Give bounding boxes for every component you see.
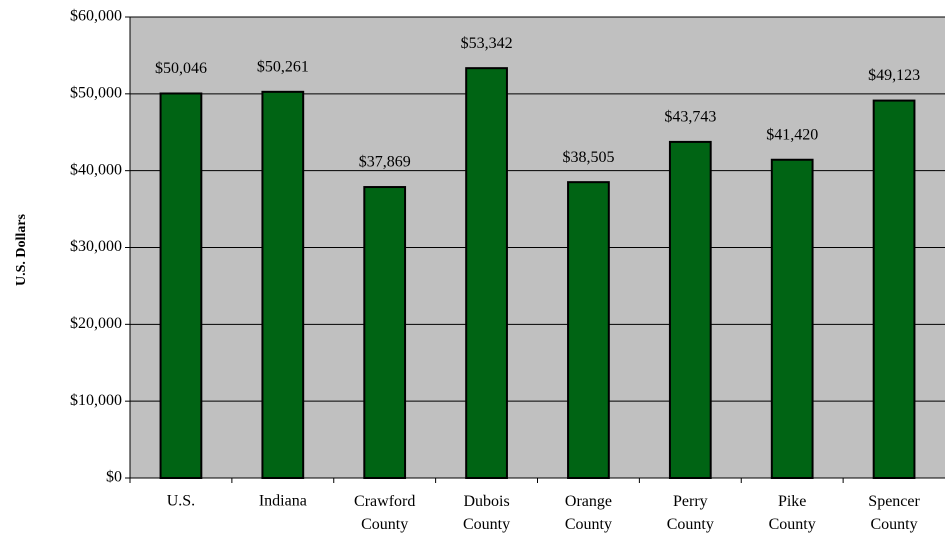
y-tick-label: $30,000	[70, 238, 122, 255]
bar	[261, 90, 305, 480]
y-tick-label: $40,000	[70, 161, 122, 178]
bar	[668, 140, 712, 479]
bar	[465, 67, 508, 479]
x-tick-label: Indiana	[259, 493, 307, 510]
data-label: $53,342	[461, 35, 513, 52]
data-label: $41,420	[766, 126, 818, 143]
y-tick-label: $10,000	[70, 392, 122, 409]
y-tick-label: $50,000	[70, 85, 122, 102]
bar	[770, 158, 814, 479]
bar	[872, 99, 916, 479]
bar	[567, 181, 610, 479]
x-tick-label: Dubois County	[463, 493, 510, 533]
bar	[363, 186, 407, 479]
x-tick-label: Perry County	[667, 493, 714, 533]
data-label: $38,505	[562, 149, 614, 166]
x-tick-label: Spencer County	[868, 493, 920, 533]
y-tick-label: $0	[106, 469, 122, 486]
x-tick-label: Orange County	[565, 493, 612, 533]
x-tick-label: U.S.	[167, 493, 195, 510]
bar	[159, 92, 203, 480]
data-label: $43,743	[664, 109, 716, 126]
y-axis-label: U.S. Dollars	[14, 213, 29, 286]
x-tick-label: Crawford County	[354, 493, 415, 533]
x-tick-label: Pike County	[769, 493, 816, 533]
data-label: $50,046	[155, 60, 207, 77]
data-label: $50,261	[257, 58, 309, 75]
y-tick-label: $20,000	[70, 315, 122, 332]
data-label: $49,123	[868, 67, 920, 84]
data-label: $37,869	[359, 154, 411, 171]
y-tick-label: $60,000	[70, 8, 122, 25]
